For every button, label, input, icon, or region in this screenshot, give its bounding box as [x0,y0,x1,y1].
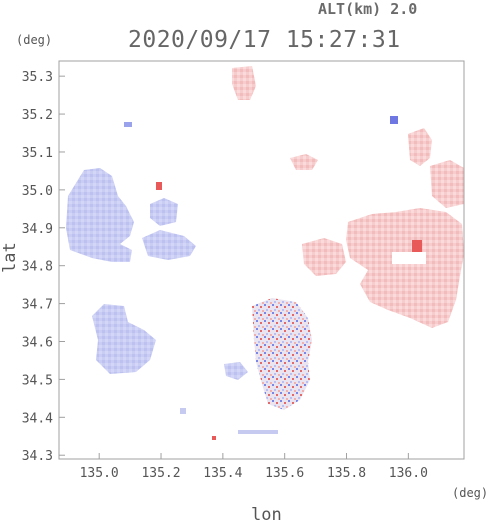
y-tick-label: 34.7 [22,298,53,313]
axis-ticks: 135.0 135.2 135.4 135.6 135.8 136.0 35.3 35.2 35… [22,70,428,481]
echo-east-red-b [430,160,464,208]
echo-west-blue-b [142,230,196,260]
y-tick-label: 34.5 [22,373,53,388]
timestamp-title: 2020/09/17 15:27:31 [128,27,401,53]
x-axis-title: lon [251,505,282,525]
y-tick-label: 34.3 [22,449,53,464]
echo-accent-blue [390,116,398,124]
y-tick-label: 34.9 [22,222,53,237]
echo-west-blue [66,168,134,262]
echo-nne-red [290,154,318,170]
x-axis-unit: (deg) [452,486,489,500]
x-tick-label: 135.4 [203,466,242,481]
x-tick-label: 135.2 [141,466,180,481]
x-tick-label: 136.0 [389,466,428,481]
echo-ne-red [408,128,432,166]
echo-speck-4 [180,408,186,414]
echo-speck-1 [124,122,132,127]
echo-speck-3 [212,436,216,440]
y-tick-label: 35.0 [22,184,53,199]
echo-speck-2 [238,430,278,434]
echo-regions [66,66,464,440]
echo-accent-red [156,182,162,190]
x-tick-label: 135.6 [265,466,304,481]
plot-frame [58,60,465,460]
echo-central-mixed [252,298,312,410]
y-tick-label: 34.4 [22,411,53,426]
echo-north-red [232,66,256,100]
echo-west-blue-c [150,198,178,226]
echo-southwest-blue [92,304,156,374]
y-tick-label: 35.1 [22,146,53,161]
x-tick-label: 135.0 [80,466,119,481]
x-tick-label: 135.8 [327,466,366,481]
y-tick-label: 34.8 [22,260,53,275]
y-tick-label: 34.6 [22,335,53,350]
y-tick-label: 35.2 [22,108,53,123]
echo-east-red [346,208,464,328]
y-tick-label: 35.3 [22,70,53,85]
y-axis-unit: (deg) [16,33,53,47]
echo-accent-red-b [412,240,422,254]
echo-small-blue [224,362,248,380]
altitude-label: ALT(km) 2.0 [318,0,418,18]
echo-white-gap [392,252,426,264]
echo-mid-red [302,238,346,276]
